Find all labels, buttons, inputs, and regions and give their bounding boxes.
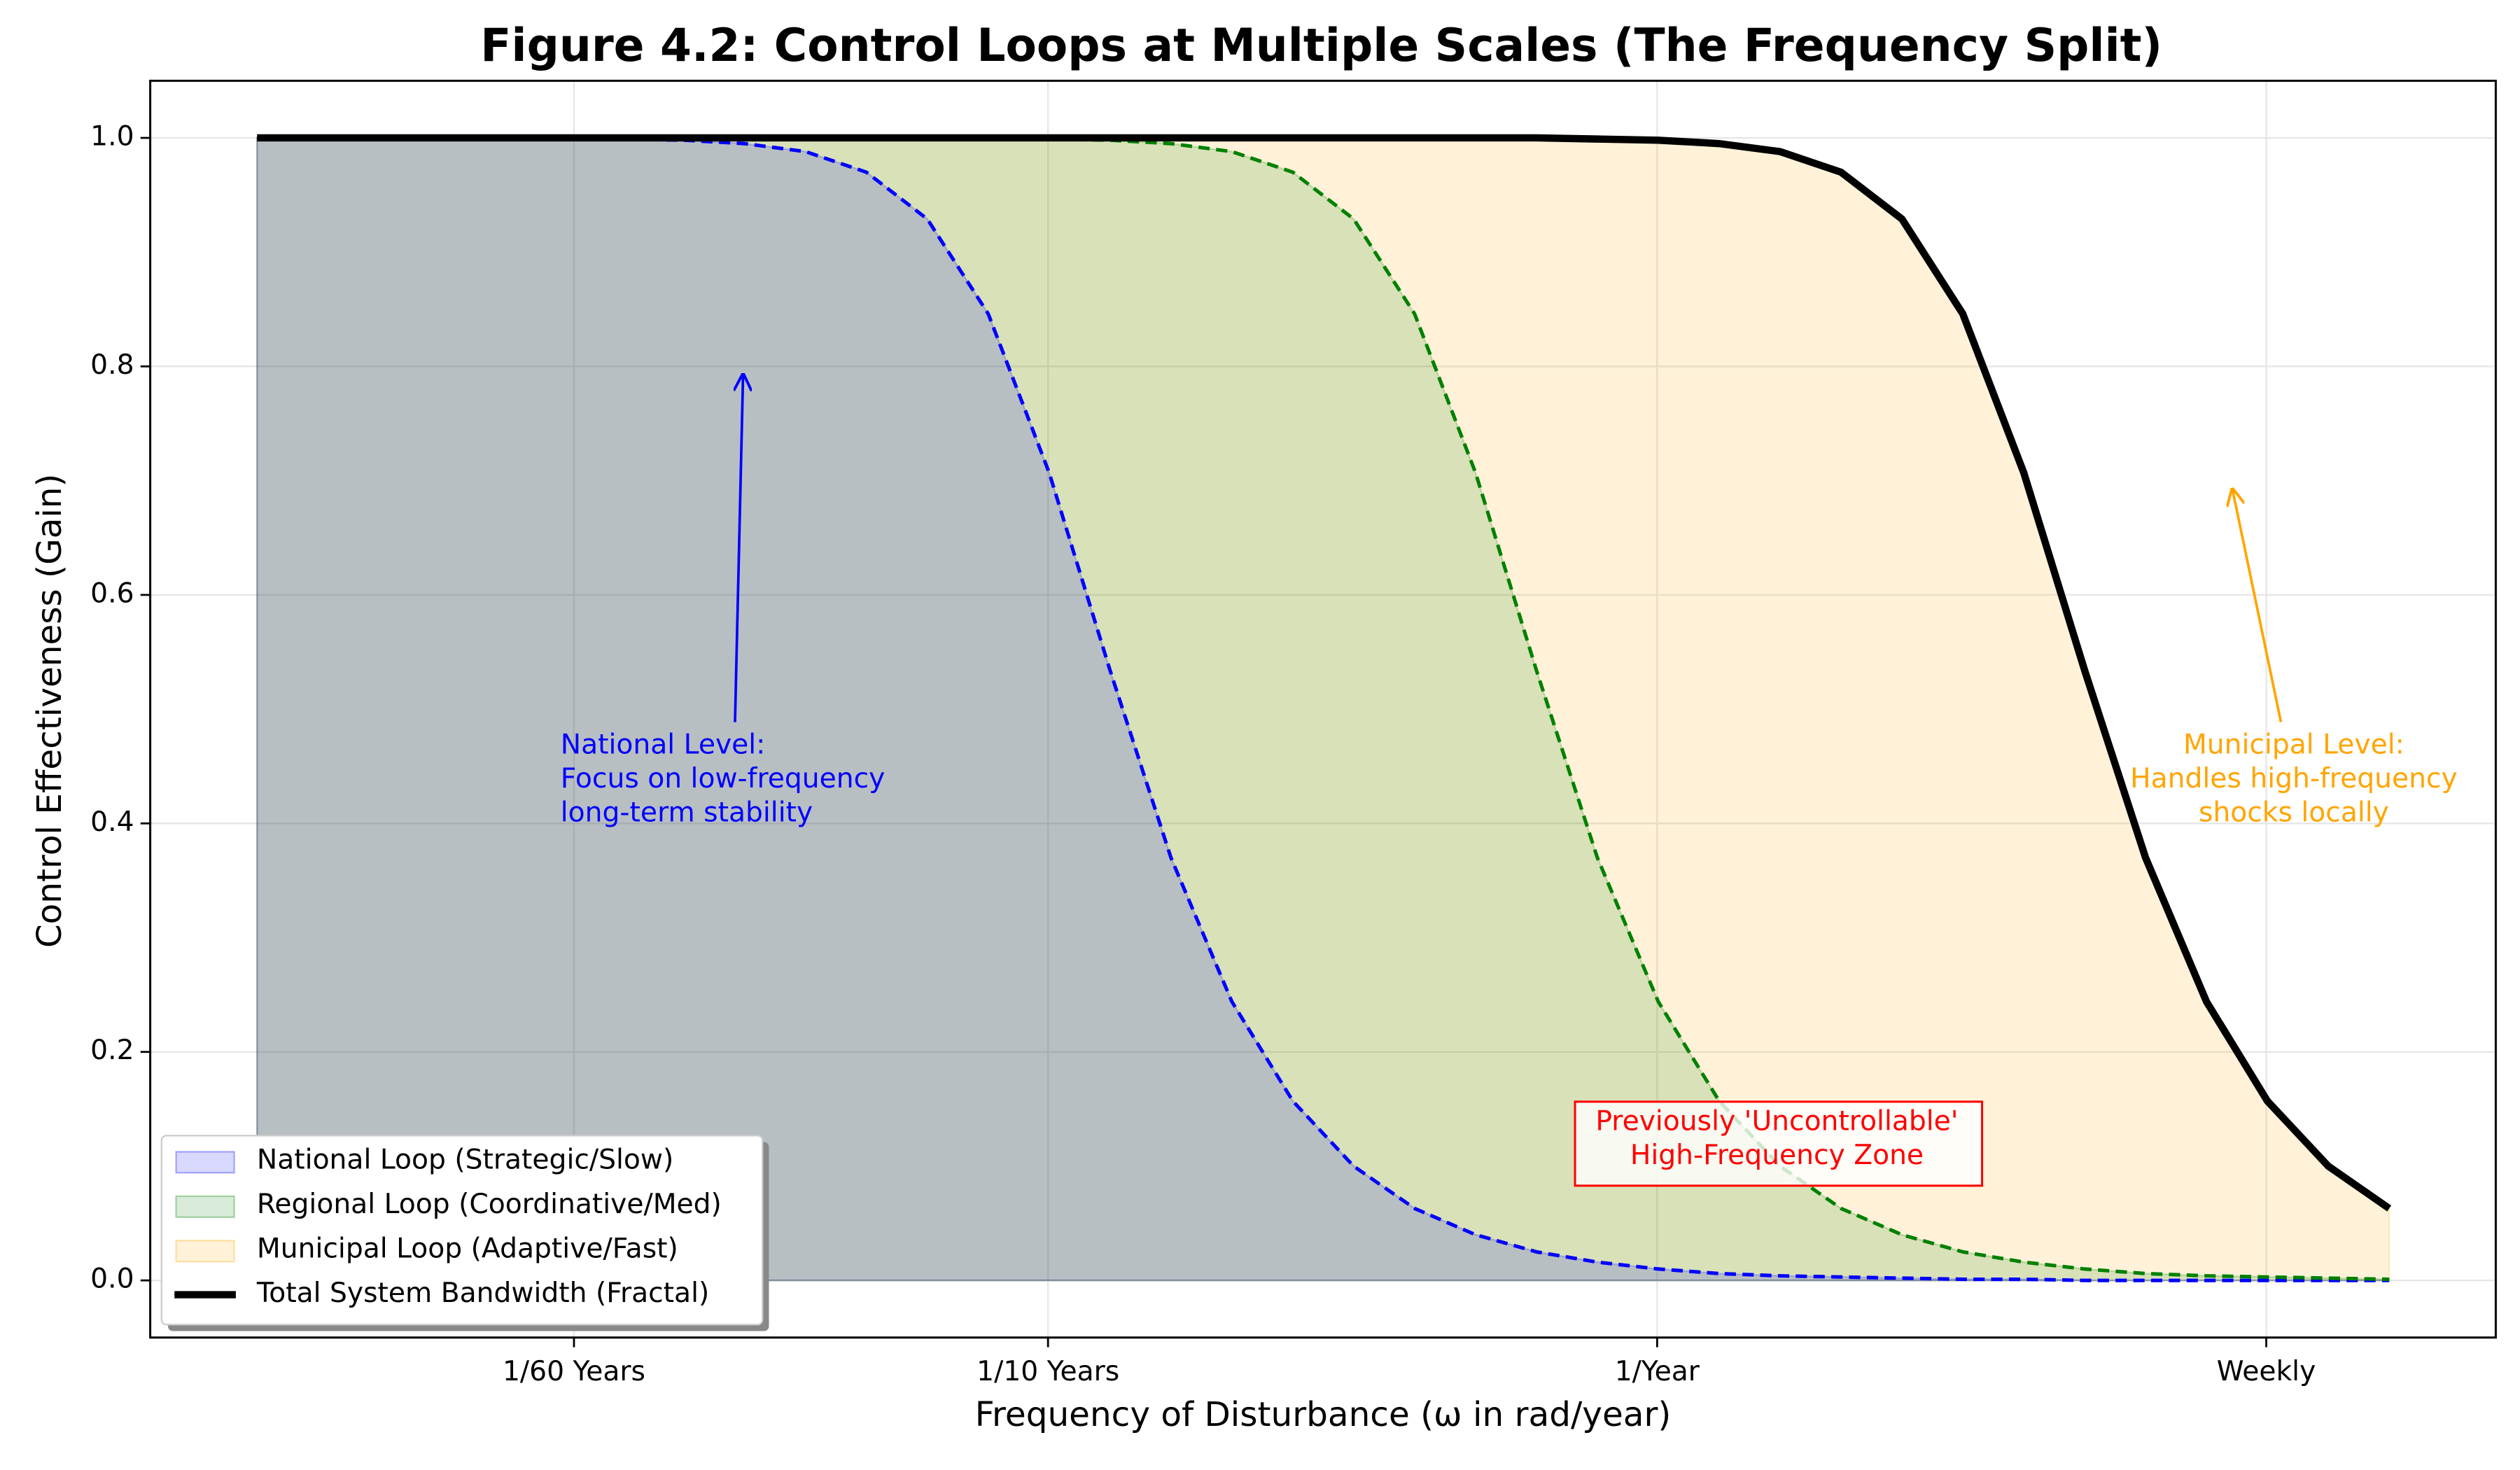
legend-label: Regional Loop (Coordinative/Med) <box>257 1189 722 1220</box>
y-tick-label: 0.4 <box>90 806 134 838</box>
y-tick-label: 0.0 <box>90 1264 134 1295</box>
axes-frame <box>149 79 2497 1339</box>
legend-label: Total System Bandwidth (Fractal) <box>256 1278 709 1309</box>
y-tick-label: 1.0 <box>90 120 134 152</box>
annotation-text: shocks locally <box>2199 797 2389 829</box>
annotation-box <box>1574 1100 1984 1187</box>
x-tick-label: Weekly <box>2217 1356 2316 1387</box>
legend-swatch <box>175 1151 235 1174</box>
legend-label: National Loop (Strategic/Slow) <box>257 1144 673 1176</box>
legend-label: Municipal Loop (Adaptive/Fast) <box>257 1233 678 1265</box>
chart-title: Figure 4.2: Control Loops at Multiple Sc… <box>480 20 2162 72</box>
annotation-text: Previously 'Uncontrollable' <box>1595 1105 1958 1137</box>
annotation-arrow <box>735 374 743 722</box>
legend-swatch <box>175 1195 235 1218</box>
y-tick-label: 0.2 <box>90 1035 134 1066</box>
annotation-text: High-Frequency Zone <box>1630 1140 1924 1171</box>
x-axis-label: Frequency of Disturbance (ω in rad/year) <box>975 1395 1672 1434</box>
y-tick-label: 0.6 <box>90 578 134 609</box>
x-tick-label: 1/60 Years <box>503 1356 645 1387</box>
x-tick-label: 1/10 Years <box>976 1356 1119 1387</box>
annotation-text: National Level: <box>561 729 766 761</box>
plot-area: 0.0 0.2 0.4 0.6 0.8 1.0 1/60 Years 1/10 Years 1/… <box>90 79 2497 1387</box>
line <box>257 134 2392 1212</box>
legend-swatch <box>175 1240 235 1263</box>
annotation-text: Municipal Level: <box>2183 729 2404 761</box>
annotation-arrow <box>2232 489 2283 722</box>
y-tick-label: 0.8 <box>90 349 134 381</box>
annotation-text: Focus on low-frequency <box>561 763 886 794</box>
legend-box <box>160 1135 764 1326</box>
annotation-text: Handles high-frequency <box>2130 763 2458 794</box>
y-axis-label: Control Effectiveness (Gain) <box>30 474 69 948</box>
annotation-text: long-term stability <box>561 797 813 829</box>
x-tick-label: 1/Year <box>1615 1356 1700 1387</box>
